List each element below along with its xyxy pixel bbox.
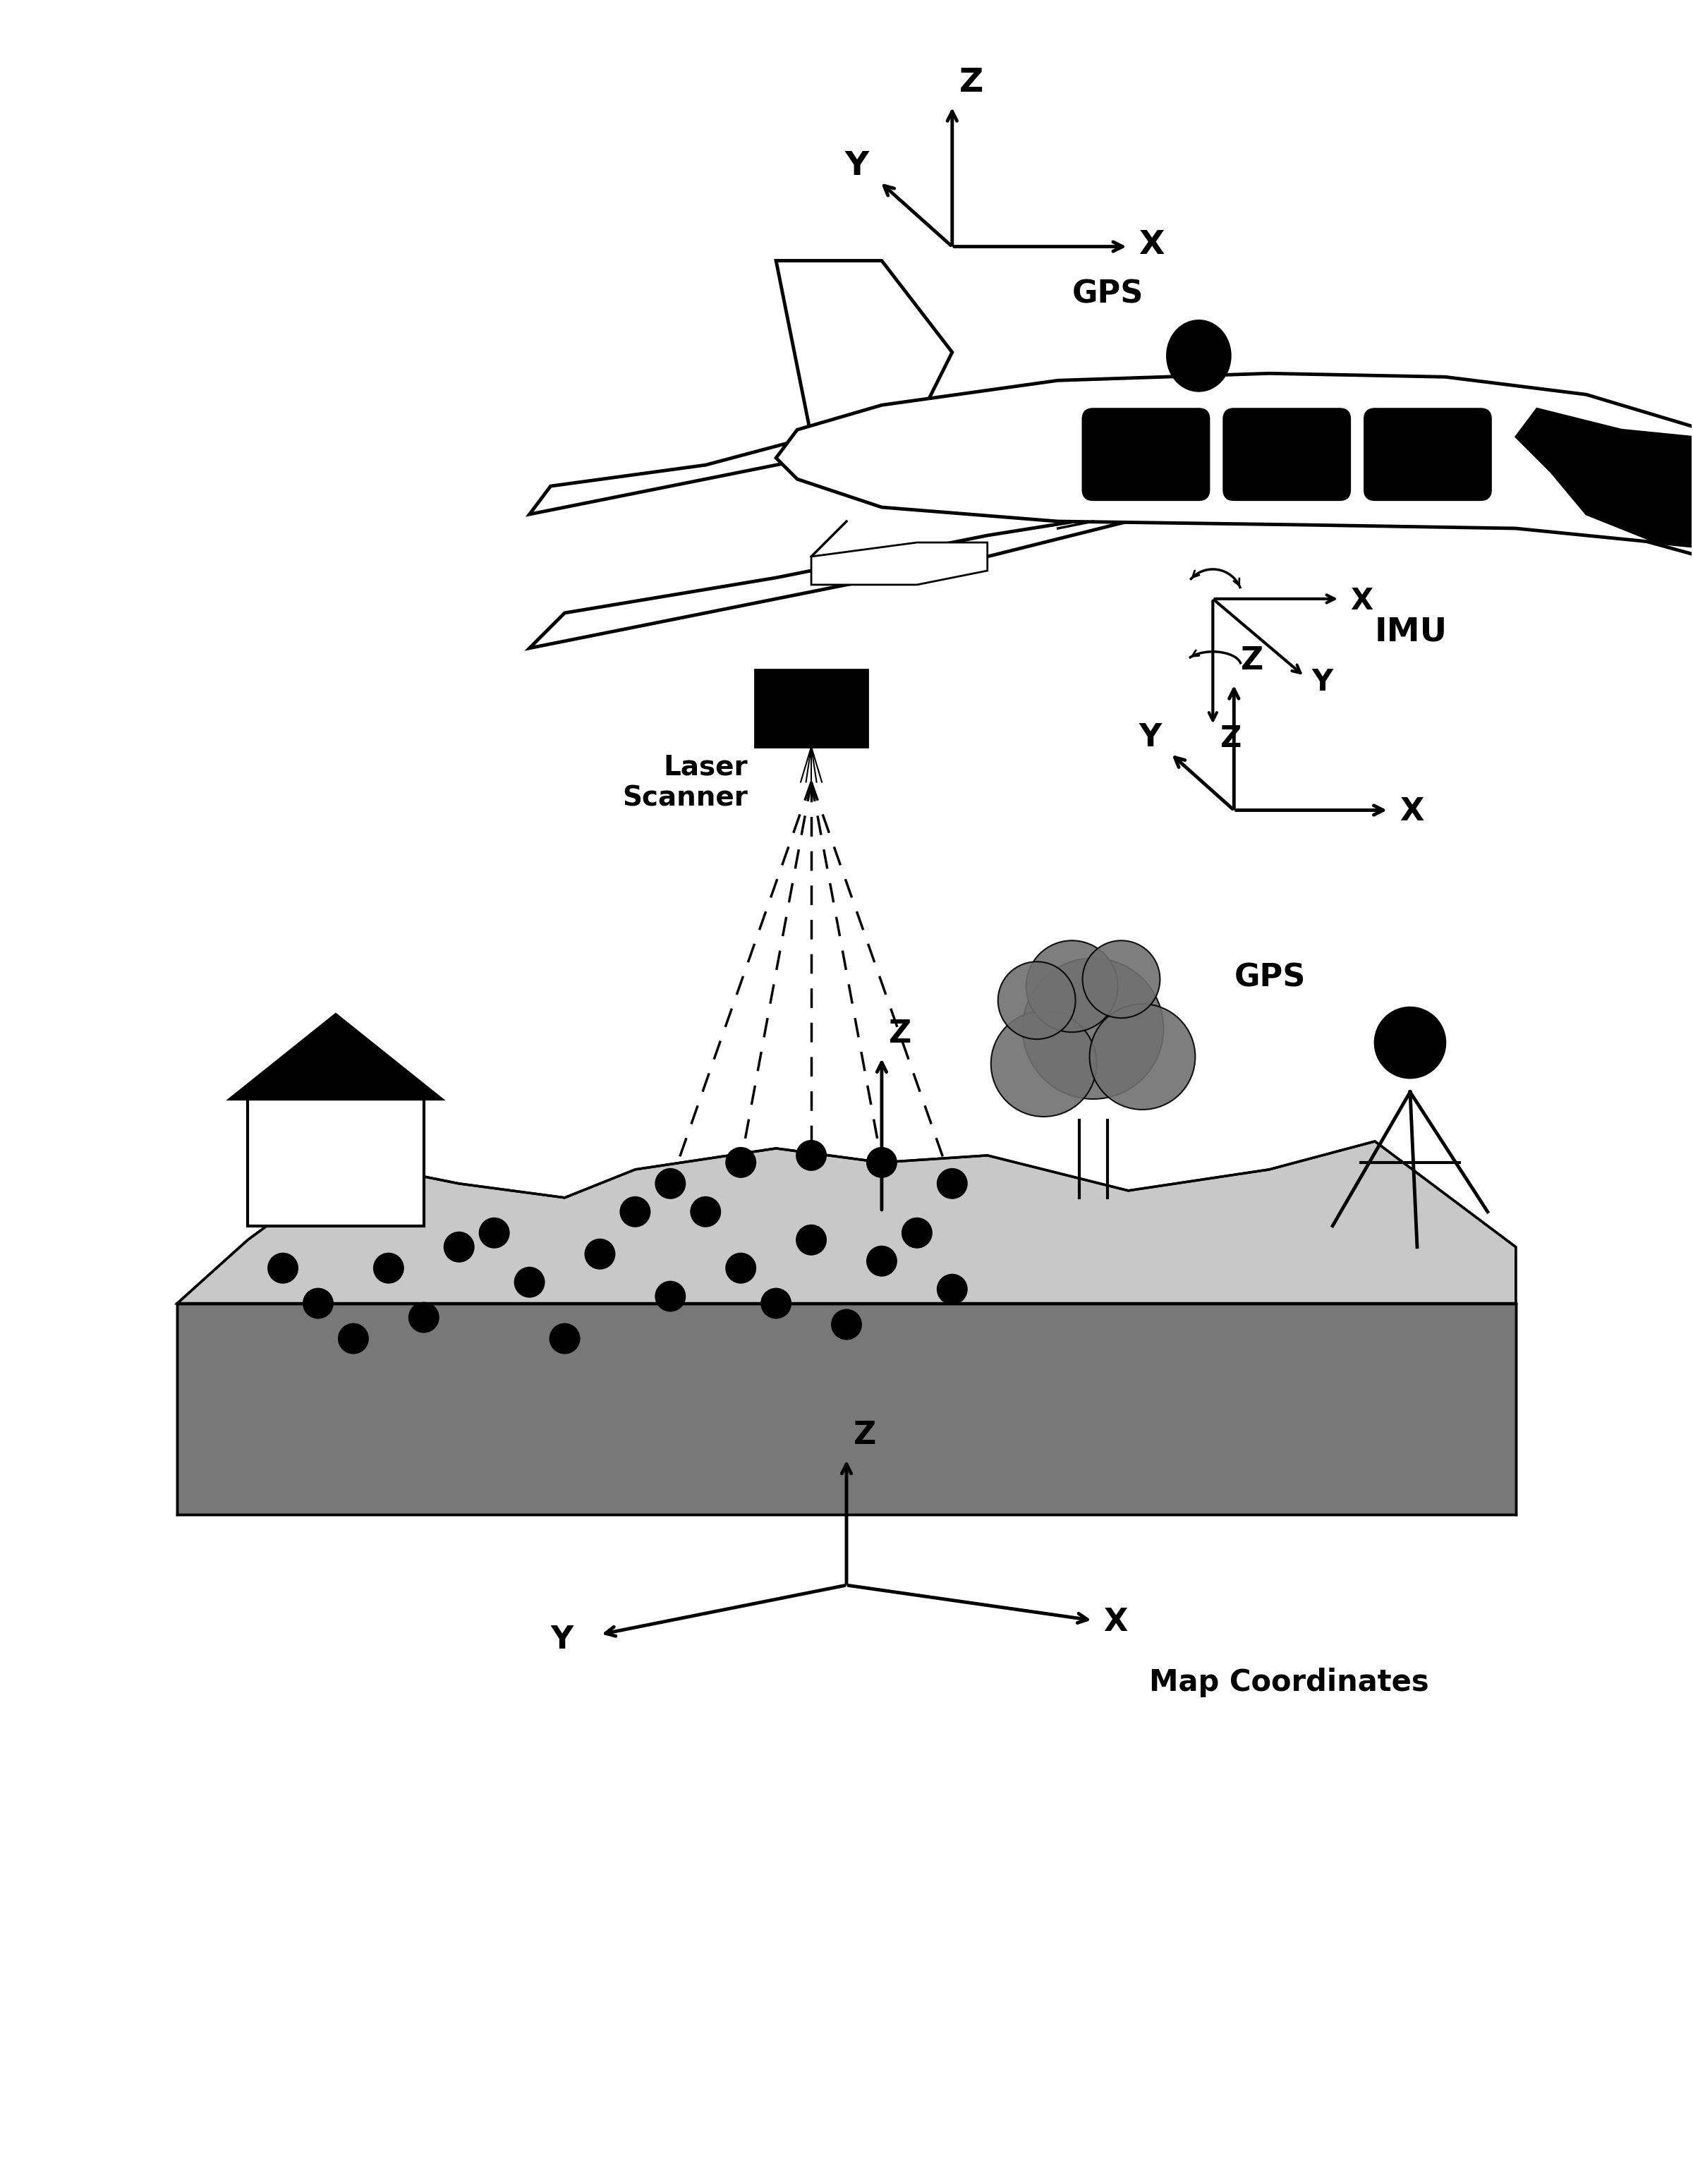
Circle shape bbox=[515, 1267, 545, 1297]
Polygon shape bbox=[1586, 513, 1693, 563]
Text: Laser
Scanner: Laser Scanner bbox=[623, 753, 748, 812]
Circle shape bbox=[796, 1140, 826, 1171]
Circle shape bbox=[444, 1232, 474, 1262]
Text: Y: Y bbox=[845, 151, 869, 181]
Bar bbox=[755, 668, 867, 747]
Circle shape bbox=[901, 1216, 933, 1249]
Circle shape bbox=[1082, 941, 1160, 1018]
Bar bbox=[247, 1099, 423, 1225]
Polygon shape bbox=[230, 1016, 442, 1099]
Text: Z: Z bbox=[1221, 723, 1241, 753]
Circle shape bbox=[267, 1254, 298, 1284]
Ellipse shape bbox=[1166, 321, 1231, 391]
Polygon shape bbox=[1515, 408, 1693, 550]
FancyBboxPatch shape bbox=[1365, 408, 1492, 500]
Circle shape bbox=[408, 1302, 438, 1332]
Text: X: X bbox=[1351, 585, 1373, 616]
Text: Y: Y bbox=[1312, 666, 1332, 697]
Circle shape bbox=[1375, 1007, 1446, 1079]
Circle shape bbox=[1023, 959, 1163, 1099]
Text: Z: Z bbox=[1241, 644, 1263, 675]
Circle shape bbox=[936, 1168, 968, 1199]
Circle shape bbox=[725, 1254, 757, 1284]
Circle shape bbox=[831, 1308, 862, 1341]
Polygon shape bbox=[530, 437, 811, 513]
Text: Z: Z bbox=[960, 68, 984, 98]
Circle shape bbox=[936, 1273, 968, 1304]
Text: Z: Z bbox=[889, 1018, 911, 1048]
Circle shape bbox=[584, 1238, 616, 1269]
Circle shape bbox=[339, 1324, 369, 1354]
Circle shape bbox=[1090, 1005, 1195, 1109]
Text: Y: Y bbox=[550, 1625, 574, 1655]
Text: Z: Z bbox=[853, 1420, 877, 1450]
Polygon shape bbox=[811, 542, 987, 585]
Circle shape bbox=[655, 1280, 686, 1313]
Text: GPS: GPS bbox=[1072, 280, 1143, 310]
Polygon shape bbox=[178, 1304, 1515, 1516]
Text: IMU: IMU bbox=[1375, 616, 1448, 649]
FancyBboxPatch shape bbox=[1224, 408, 1351, 500]
Circle shape bbox=[479, 1216, 510, 1249]
Circle shape bbox=[997, 961, 1075, 1040]
Circle shape bbox=[867, 1245, 897, 1278]
Circle shape bbox=[655, 1168, 686, 1199]
Circle shape bbox=[760, 1289, 792, 1319]
Circle shape bbox=[725, 1147, 757, 1177]
Text: X: X bbox=[1139, 229, 1165, 260]
Text: X: X bbox=[1104, 1607, 1128, 1638]
Polygon shape bbox=[530, 507, 1163, 649]
Circle shape bbox=[990, 1011, 1097, 1116]
Polygon shape bbox=[775, 260, 951, 437]
Circle shape bbox=[796, 1225, 826, 1256]
Circle shape bbox=[867, 1147, 897, 1177]
Circle shape bbox=[303, 1289, 334, 1319]
Text: X: X bbox=[1400, 797, 1424, 828]
FancyBboxPatch shape bbox=[1082, 408, 1209, 500]
Circle shape bbox=[691, 1197, 721, 1227]
Text: GPS: GPS bbox=[1234, 963, 1305, 994]
Circle shape bbox=[620, 1197, 650, 1227]
Circle shape bbox=[372, 1254, 405, 1284]
Circle shape bbox=[1026, 941, 1117, 1033]
Polygon shape bbox=[775, 373, 1693, 550]
Text: Map Coordinates: Map Coordinates bbox=[1150, 1669, 1429, 1697]
Polygon shape bbox=[178, 1142, 1515, 1304]
Circle shape bbox=[549, 1324, 581, 1354]
Text: Y: Y bbox=[1139, 723, 1161, 753]
